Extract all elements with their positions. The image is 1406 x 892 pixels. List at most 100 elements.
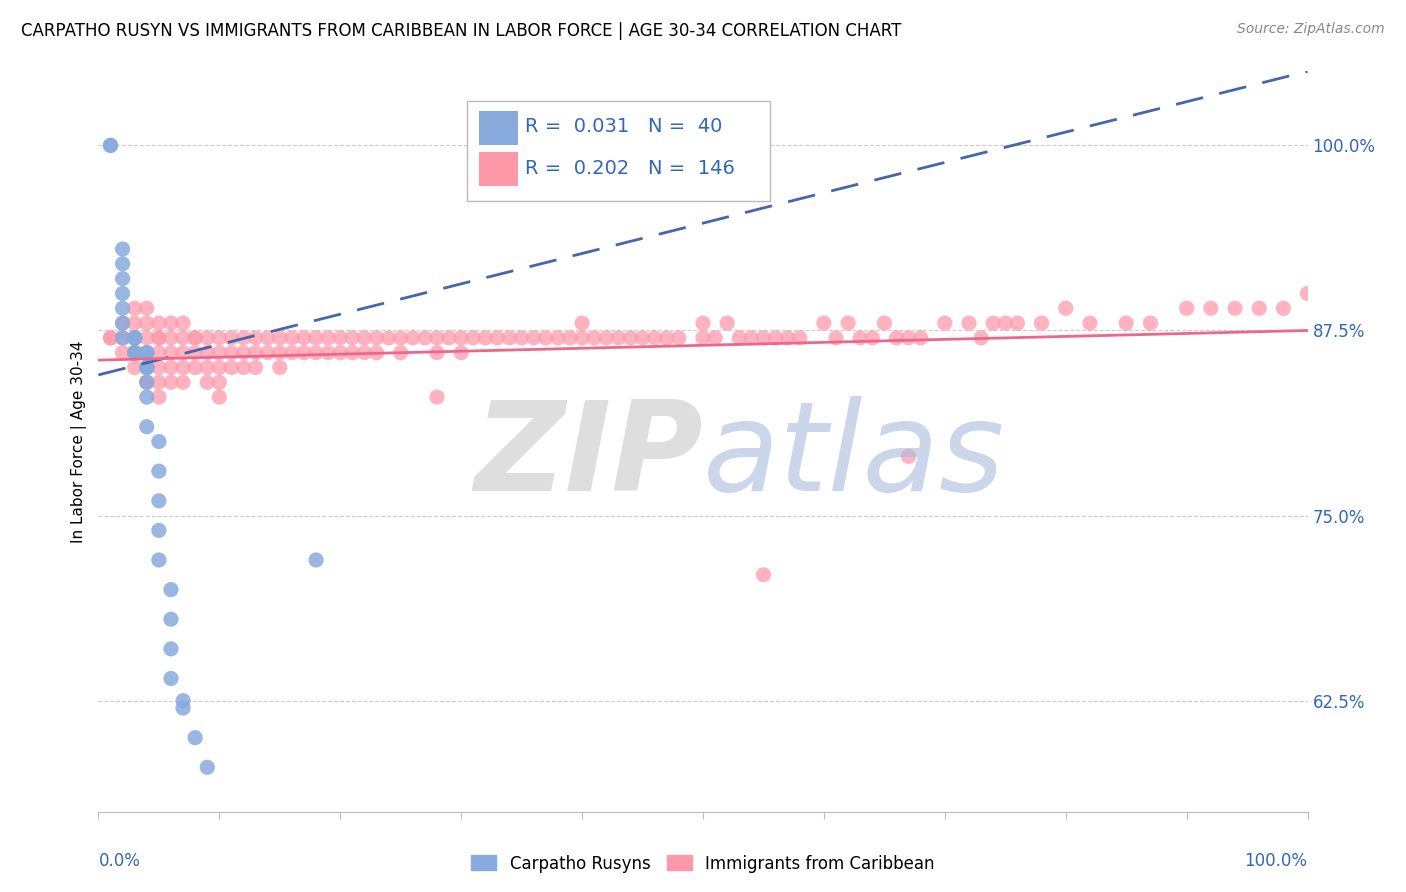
Point bbox=[619, 331, 641, 345]
Point bbox=[366, 345, 388, 359]
Point bbox=[1031, 316, 1053, 330]
Point bbox=[837, 316, 859, 330]
Point bbox=[994, 316, 1017, 330]
Point bbox=[135, 345, 157, 359]
Point bbox=[232, 360, 254, 375]
Point bbox=[353, 345, 375, 359]
Point bbox=[148, 376, 170, 390]
Point bbox=[426, 331, 449, 345]
Point bbox=[886, 331, 908, 345]
Text: CARPATHO RUSYN VS IMMIGRANTS FROM CARIBBEAN IN LABOR FORCE | AGE 30-34 CORRELATI: CARPATHO RUSYN VS IMMIGRANTS FROM CARIBB… bbox=[21, 22, 901, 40]
Point bbox=[195, 360, 218, 375]
Point bbox=[172, 376, 194, 390]
Point bbox=[450, 345, 472, 359]
Point bbox=[1175, 301, 1198, 316]
Point bbox=[232, 345, 254, 359]
Point bbox=[148, 345, 170, 359]
Point bbox=[437, 331, 460, 345]
Point bbox=[111, 316, 134, 330]
Point bbox=[184, 360, 207, 375]
Point bbox=[981, 316, 1004, 330]
Point bbox=[655, 331, 678, 345]
Point bbox=[160, 331, 183, 345]
Point bbox=[523, 331, 546, 345]
Point bbox=[269, 331, 291, 345]
Point bbox=[631, 331, 654, 345]
Point bbox=[692, 331, 714, 345]
Point bbox=[221, 360, 243, 375]
Point bbox=[135, 419, 157, 434]
Point bbox=[111, 286, 134, 301]
Point bbox=[208, 390, 231, 404]
Point bbox=[124, 360, 146, 375]
Point bbox=[716, 316, 738, 330]
Point bbox=[148, 331, 170, 345]
Point bbox=[813, 316, 835, 330]
Point bbox=[897, 450, 920, 464]
Point bbox=[281, 345, 304, 359]
Text: ZIP: ZIP bbox=[474, 396, 703, 516]
Point bbox=[135, 360, 157, 375]
Point bbox=[111, 271, 134, 285]
Point bbox=[583, 331, 606, 345]
Point bbox=[135, 376, 157, 390]
Point bbox=[100, 331, 122, 345]
Y-axis label: In Labor Force | Age 30-34: In Labor Force | Age 30-34 bbox=[72, 340, 87, 543]
Point bbox=[752, 567, 775, 582]
Point bbox=[111, 242, 134, 256]
Point bbox=[1223, 301, 1246, 316]
Point bbox=[498, 331, 520, 345]
Point bbox=[195, 345, 218, 359]
Text: R =  0.031   N =  40: R = 0.031 N = 40 bbox=[526, 118, 723, 136]
Point bbox=[111, 331, 134, 345]
Point bbox=[172, 316, 194, 330]
Point bbox=[148, 331, 170, 345]
Point bbox=[135, 360, 157, 375]
Point bbox=[353, 331, 375, 345]
Point bbox=[910, 331, 932, 345]
Point bbox=[644, 331, 666, 345]
Point bbox=[595, 331, 617, 345]
Point bbox=[148, 434, 170, 449]
Point bbox=[208, 360, 231, 375]
Point bbox=[245, 331, 267, 345]
Point bbox=[184, 731, 207, 745]
Point bbox=[172, 345, 194, 359]
Point bbox=[124, 331, 146, 345]
Point bbox=[148, 390, 170, 404]
Point bbox=[100, 331, 122, 345]
Point bbox=[124, 331, 146, 345]
Point bbox=[184, 331, 207, 345]
Point bbox=[957, 316, 980, 330]
Point bbox=[510, 331, 533, 345]
Point bbox=[135, 360, 157, 375]
Point bbox=[1249, 301, 1271, 316]
Point bbox=[316, 345, 339, 359]
Point bbox=[860, 331, 883, 345]
Point bbox=[160, 582, 183, 597]
Point bbox=[292, 345, 315, 359]
Point bbox=[534, 331, 557, 345]
Point bbox=[426, 390, 449, 404]
Point bbox=[160, 316, 183, 330]
FancyBboxPatch shape bbox=[479, 152, 517, 186]
Point bbox=[111, 331, 134, 345]
Point bbox=[474, 331, 496, 345]
Point bbox=[342, 331, 364, 345]
Point bbox=[366, 331, 388, 345]
Point bbox=[111, 316, 134, 330]
Point bbox=[849, 331, 872, 345]
Point bbox=[148, 493, 170, 508]
Point bbox=[135, 345, 157, 359]
Point bbox=[148, 464, 170, 478]
Point bbox=[124, 301, 146, 316]
Point bbox=[208, 331, 231, 345]
Point bbox=[1007, 316, 1029, 330]
Point bbox=[124, 331, 146, 345]
Point bbox=[934, 316, 956, 330]
Point bbox=[752, 331, 775, 345]
Point bbox=[256, 345, 278, 359]
Point bbox=[135, 360, 157, 375]
Point bbox=[221, 331, 243, 345]
Point bbox=[970, 331, 993, 345]
